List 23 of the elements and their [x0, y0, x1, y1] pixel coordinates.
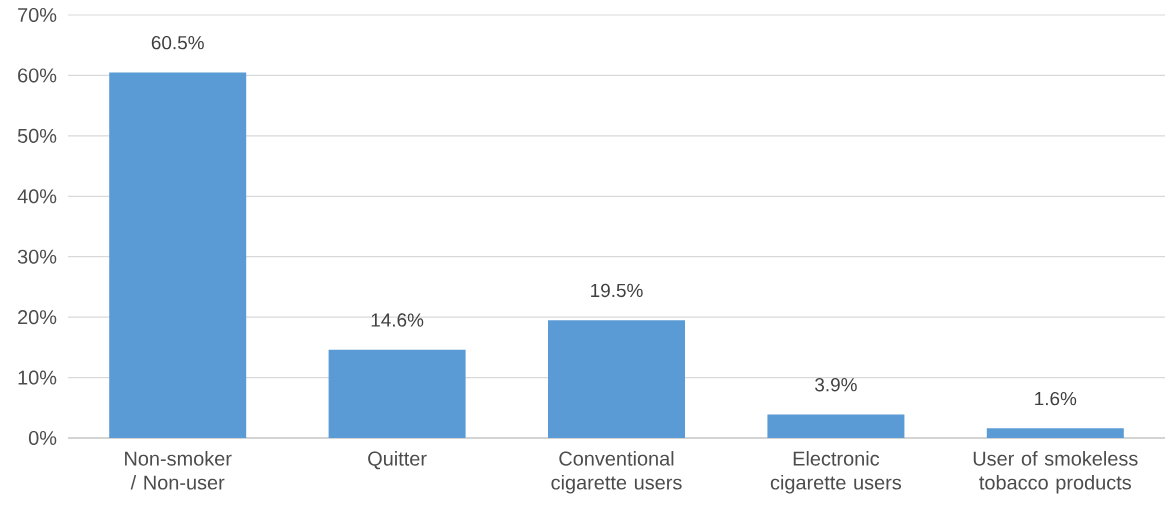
bar [548, 320, 685, 438]
y-tick-label: 0% [28, 430, 57, 446]
data-label: 14.6% [371, 313, 424, 327]
y-tick-label: 50% [17, 128, 57, 143]
data-label: 19.5% [591, 283, 643, 298]
bar [328, 349, 466, 438]
y-tick-label: 10% [18, 370, 57, 385]
data-label: 60.5% [151, 35, 204, 50]
y-tick-label: 60% [18, 68, 57, 83]
x-tick-label: User of smokeless tobacco products [973, 451, 1138, 494]
bar [986, 428, 1124, 438]
y-tick-label: 30% [17, 249, 57, 264]
data-label: 1.6% [1035, 391, 1077, 406]
bar [767, 414, 905, 438]
bar [109, 72, 247, 438]
data-label: 3.9% [815, 377, 857, 392]
y-tick-label: 70% [18, 7, 57, 23]
x-tick-label: Conventional cigarette users [551, 451, 682, 494]
x-tick-label: Quitter [368, 451, 427, 470]
y-tick-label: 20% [18, 310, 57, 325]
y-tick-label: 40% [17, 189, 57, 204]
x-tick-label: Electronic cigarette users [770, 451, 902, 494]
x-tick-label: Non-smoker / Non-user [125, 451, 232, 490]
